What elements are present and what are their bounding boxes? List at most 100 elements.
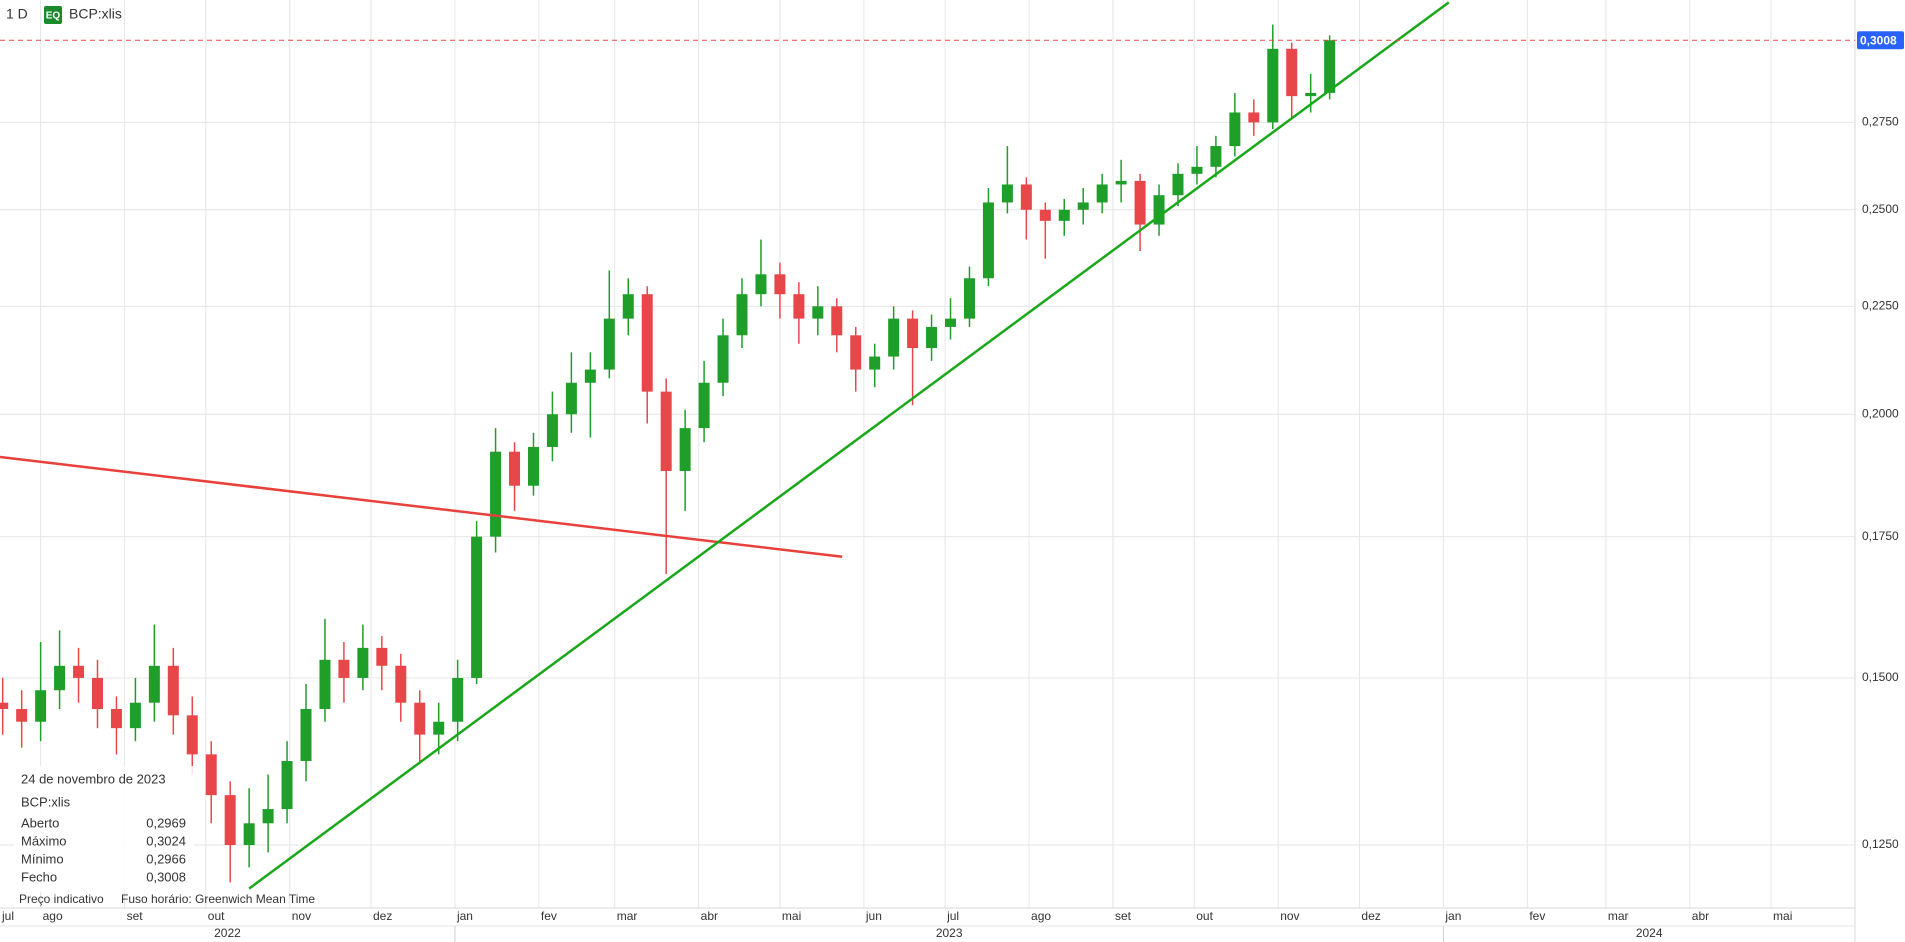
x-tick-label: jul	[1, 909, 14, 923]
candle-body	[433, 721, 445, 735]
candle-body	[319, 659, 331, 710]
candle-body	[471, 536, 483, 678]
candle-body	[452, 677, 464, 722]
x-tick-label: nov	[292, 909, 311, 923]
candle-body	[736, 294, 748, 336]
candle-body	[1001, 184, 1013, 203]
candle-body	[660, 391, 672, 471]
candle-body	[376, 647, 388, 666]
candle-body	[774, 274, 786, 295]
candle-body	[888, 318, 900, 357]
footer-timezone: Fuso horário: Greenwich Mean Time	[121, 892, 315, 906]
candle-body	[16, 709, 28, 722]
x-tick-label: abr	[1692, 909, 1709, 923]
x-tick-label: jan	[456, 909, 473, 923]
candle-body	[641, 294, 653, 392]
candle-body	[91, 677, 103, 710]
candle-body	[1058, 209, 1070, 221]
candle-body	[717, 335, 729, 383]
candle-body	[982, 202, 994, 279]
candle-body	[1020, 184, 1032, 210]
info-rows: Aberto 0,2969 Máximo 0,3024 Mínimo 0,2966 Fech…	[21, 815, 186, 884]
x-tick-label: jan	[1444, 909, 1461, 923]
candle-body	[73, 665, 85, 678]
candle-body	[1115, 180, 1127, 185]
candle-body	[793, 294, 805, 319]
candle-body	[300, 709, 312, 762]
x-tick-label: nov	[1280, 909, 1299, 923]
badge: EQ	[46, 11, 61, 22]
info-value: 0,3008	[146, 869, 186, 884]
year-label: 2022	[214, 926, 241, 940]
trendline	[0, 455, 843, 559]
candle-body	[1305, 92, 1317, 97]
candle-body	[1172, 173, 1184, 196]
axes-layer: 0,1250 0,1500 0,1750 0,2000 0,2250 0,2500 0,27…	[1, 31, 1904, 942]
candle-body	[622, 294, 634, 319]
x-tick-label: ago	[1031, 909, 1051, 923]
last-price-label: 0,3008	[1860, 33, 1897, 47]
info-label: Mínimo	[21, 851, 64, 866]
candle-body	[224, 795, 236, 846]
candle-body	[205, 754, 217, 796]
candle-body	[148, 665, 160, 703]
year-label: 2024	[1636, 926, 1663, 940]
x-tick-label: mar	[617, 909, 638, 923]
candle-body	[1229, 112, 1241, 147]
y-tick-label: 0,2500	[1862, 202, 1899, 216]
candle-body	[1077, 202, 1089, 210]
x-tick-label: set	[127, 909, 144, 923]
candle-body	[262, 809, 274, 824]
y-tick-label: 0,2000	[1862, 406, 1899, 420]
candle-body	[338, 659, 350, 678]
candle-body	[603, 318, 615, 370]
year-label: 2023	[936, 926, 963, 940]
info-label: Fecho	[21, 869, 57, 884]
candle-body	[1286, 48, 1298, 97]
candle-body	[129, 702, 141, 729]
info-value: 0,2969	[146, 815, 186, 830]
candle-body	[1191, 166, 1203, 174]
candle-body	[698, 382, 710, 429]
x-tick-label: jul	[946, 909, 959, 923]
candle-body	[243, 823, 255, 846]
symbol[interactable]: BCP:xlis	[69, 6, 122, 22]
candle-body	[414, 702, 426, 735]
y-tick-label: 0,1500	[1862, 670, 1899, 684]
x-tick-label: fev	[541, 909, 557, 923]
y-tick-label: 0,2750	[1862, 115, 1899, 129]
trendline	[248, 1, 1450, 890]
footer-note: Preço indicativo	[19, 892, 104, 906]
candle-body	[926, 326, 938, 348]
candle-body	[1248, 112, 1260, 123]
candle-body	[1210, 146, 1222, 167]
x-tick-label: set	[1115, 909, 1132, 923]
x-tick-label: mar	[1608, 909, 1629, 923]
interval[interactable]: 1 D	[6, 6, 28, 22]
candle-body	[831, 306, 843, 336]
x-tick-label: fev	[1529, 909, 1545, 923]
candle-body	[850, 335, 862, 370]
x-tick-label: out	[1196, 909, 1213, 923]
info-panel-bg	[14, 766, 194, 892]
candle-body	[527, 446, 539, 486]
candle-body	[1267, 48, 1279, 123]
y-tick-label: 0,1750	[1862, 529, 1899, 543]
info-symbol: BCP:xlis	[21, 794, 71, 809]
candle-body	[509, 451, 521, 486]
x-tick-label: jun	[865, 909, 882, 923]
candle-body	[963, 278, 975, 319]
info-label: Máximo	[21, 833, 67, 848]
candle-body	[35, 690, 47, 722]
candle-body	[1039, 209, 1051, 221]
y-tick-label: 0,2250	[1862, 299, 1899, 313]
candle-body	[945, 318, 957, 327]
x-tick-label: out	[208, 909, 225, 923]
last-price-box	[1857, 31, 1904, 50]
x-tick-label: mai	[782, 909, 801, 923]
info-label: Aberto	[21, 815, 59, 830]
x-tick-label: mai	[1773, 909, 1792, 923]
y-tick-label: 0,1250	[1862, 837, 1899, 851]
badge-bg	[44, 6, 62, 24]
